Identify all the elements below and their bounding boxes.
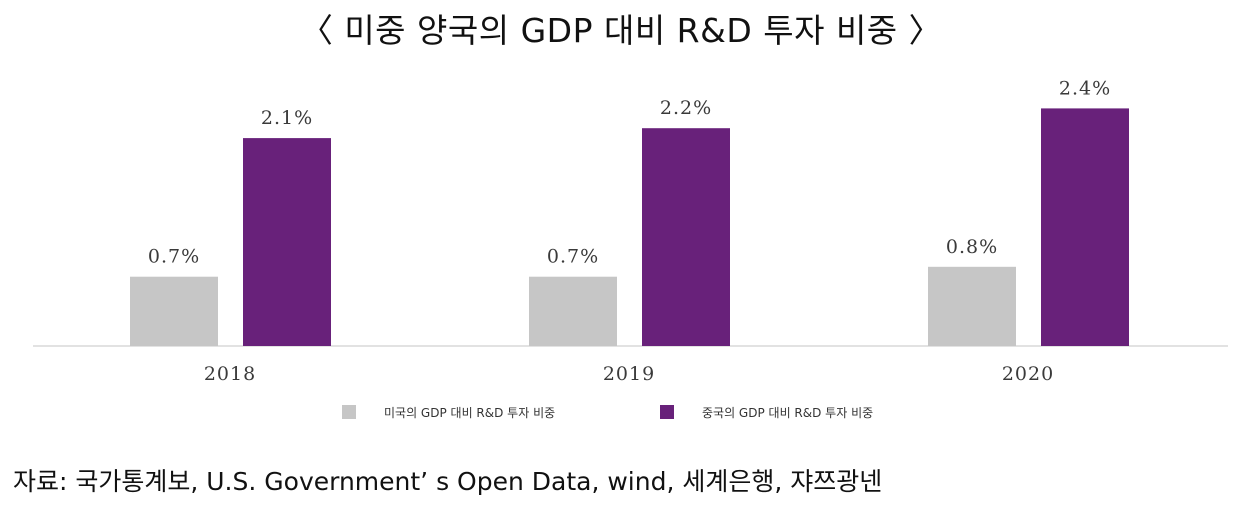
- chart-title: 〈 미중 양국의 GDP 대비 R&D 투자 비중 〉: [299, 11, 943, 50]
- data-label-china-2018: 2.1%: [261, 107, 313, 129]
- bar-us-2019: [529, 276, 617, 346]
- x-tick-labels: 2018 2019 2020: [204, 363, 1054, 385]
- bar-us-2020: [928, 266, 1016, 346]
- legend: 미국의 GDP 대비 R&D 투자 비중 중국의 GDP 대비 R&D 투자 비중: [342, 405, 873, 420]
- bar-china-2018: [243, 138, 331, 346]
- x-tick-2020: 2020: [1002, 363, 1054, 385]
- legend-swatch-china: [660, 405, 674, 419]
- data-label-china-2020: 2.4%: [1059, 77, 1111, 99]
- source-note: 자료: 국가통계보, U.S. Government’ s Open Data,…: [13, 467, 883, 496]
- legend-label-us: 미국의 GDP 대비 R&D 투자 비중: [384, 406, 555, 420]
- legend-swatch-us: [342, 405, 356, 419]
- legend-label-china: 중국의 GDP 대비 R&D 투자 비중: [702, 406, 873, 420]
- labels-layer: 0.7% 0.7% 0.8% 2.1% 2.2% 2.4%: [148, 77, 1111, 268]
- data-label-us-2019: 0.7%: [547, 246, 599, 268]
- bar-us-2018: [130, 276, 218, 346]
- bar-china-2019: [642, 128, 730, 346]
- data-label-china-2019: 2.2%: [660, 97, 712, 119]
- data-label-us-2018: 0.7%: [148, 246, 200, 268]
- x-tick-2019: 2019: [603, 363, 655, 385]
- bar-chart: 0.7% 0.7% 0.8% 2.1% 2.2% 2.4% 2018 2019 2020 미국…: [33, 77, 1228, 420]
- data-label-us-2020: 0.8%: [946, 236, 998, 258]
- bars-layer: [130, 108, 1129, 347]
- x-tick-2018: 2018: [204, 363, 256, 385]
- bar-china-2020: [1041, 108, 1129, 347]
